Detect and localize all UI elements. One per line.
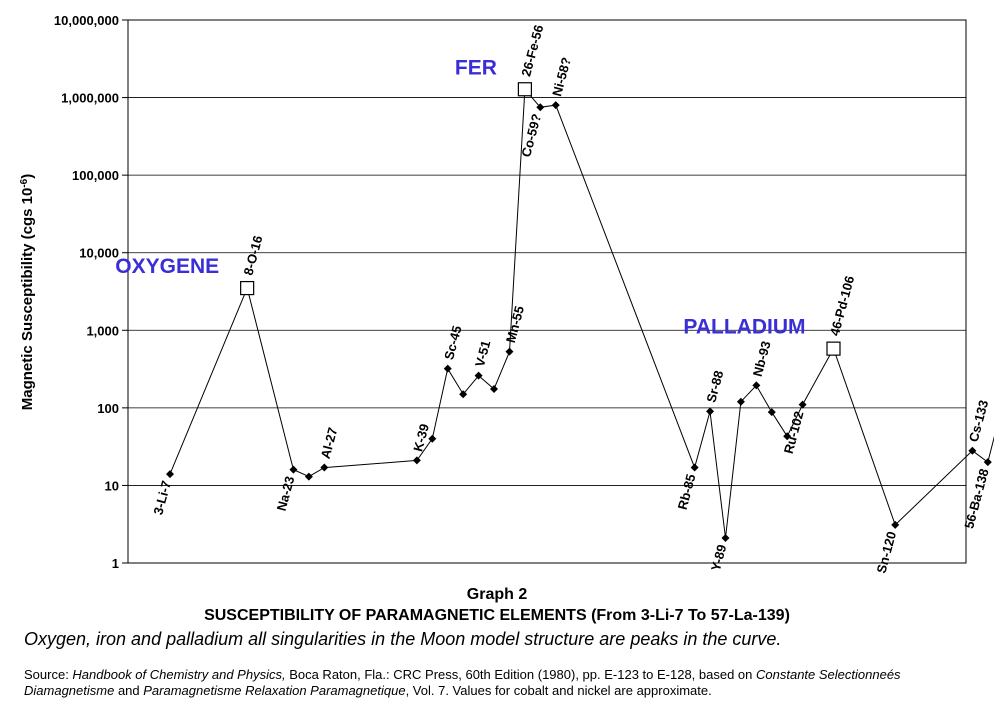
- grid-lines: [128, 97, 966, 486]
- data-point: [505, 347, 514, 356]
- data-point: [721, 534, 730, 543]
- data-point: [798, 400, 807, 409]
- series-line: [169, 88, 994, 539]
- data-point: [459, 390, 468, 399]
- y-tick-label: 100,000: [72, 168, 119, 183]
- susceptibility-chart: 1 10 100 1,000 10,000 100,000 1,000,000 10,000,…: [19, 13, 994, 575]
- data-point: [428, 434, 437, 443]
- data-point: [536, 103, 545, 112]
- data-point: [320, 463, 329, 472]
- source-work2: Paramagnetisme Relaxation Paramagnetique: [143, 683, 406, 698]
- data-point: [166, 470, 174, 479]
- source-publisher: Boca Raton, Fla.: CRC Press, 60th Editio…: [285, 667, 757, 682]
- data-point: [551, 101, 560, 110]
- data-point: [490, 385, 499, 394]
- data-point: [968, 446, 977, 455]
- source-tail: , Vol. 7. Values for cobalt and nickel a…: [405, 683, 712, 698]
- y-tick-label: 1,000: [86, 323, 119, 338]
- y-axis-label: Magnetic Susceptibility (cgs 10-6): [19, 174, 36, 410]
- source-book: Handbook of Chemistry and Physics,: [72, 667, 286, 682]
- source-work1: Constante Selectionneés Diamagnetisme: [24, 667, 901, 698]
- data-point: [767, 408, 776, 417]
- data-markers: [166, 82, 992, 543]
- y-tick-label: 10: [105, 478, 119, 493]
- data-point: [474, 371, 483, 380]
- source-note: Source: Handbook of Chemistry and Physic…: [24, 667, 979, 699]
- y-tick-label: 10,000,000: [54, 13, 119, 28]
- y-tick-label: 1: [112, 556, 119, 571]
- graph-number: Graph 2: [466, 586, 528, 603]
- source-and: and: [114, 683, 144, 698]
- annotations: OXYGENE FER PALLADIUM: [115, 56, 805, 338]
- data-point: [706, 407, 715, 416]
- source-prefix: Source:: [24, 667, 73, 682]
- y-tick-label: 100: [97, 401, 119, 416]
- plot-area: [127, 19, 967, 564]
- y-axis-ticks: 1 10 100 1,000 10,000 100,000 1,000,000 10,000,…: [54, 13, 128, 571]
- annotation-label: PALLADIUM: [683, 316, 805, 339]
- point-label: Y-89: [708, 543, 729, 573]
- point-label: K-39: [410, 422, 432, 453]
- data-point-square: [826, 341, 841, 356]
- data-point: [304, 472, 313, 481]
- data-point: [983, 458, 992, 467]
- data-point: [752, 381, 761, 390]
- annotation-label: FER: [455, 56, 497, 79]
- y-tick-label: 1,000,000: [61, 91, 119, 106]
- data-point: [443, 364, 452, 373]
- data-point-square: [517, 82, 532, 97]
- data-point: [736, 397, 745, 406]
- caption: Oxygen, iron and palladium all singulari…: [24, 629, 782, 649]
- point-label: Cs-133: [966, 398, 992, 443]
- data-point: [891, 520, 900, 529]
- annotation-label: OXYGENE: [115, 255, 219, 278]
- y-tick-label: 10,000: [79, 246, 119, 261]
- data-point: [412, 456, 421, 465]
- data-point: [289, 465, 298, 474]
- data-point: [690, 463, 699, 472]
- data-point-square: [240, 280, 255, 296]
- chart-title: SUSCEPTIBILITY OF PARAMAGNETIC ELEMENTS …: [204, 607, 790, 624]
- data-point: [783, 432, 792, 441]
- point-label: V-51: [472, 339, 493, 369]
